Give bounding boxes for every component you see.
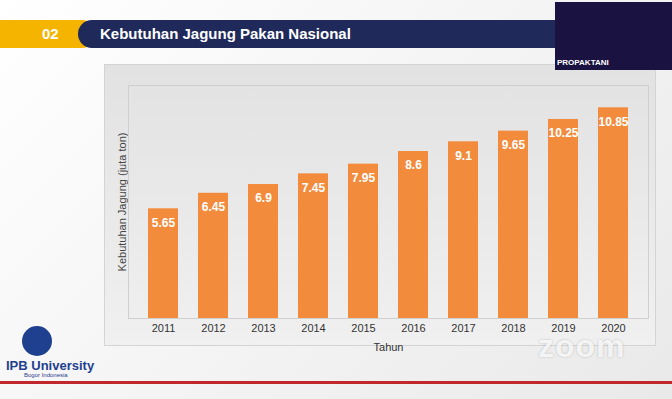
svg-text:Tahun: Tahun — [374, 341, 404, 353]
svg-text:2014: 2014 — [301, 322, 325, 334]
svg-text:10.25: 10.25 — [548, 126, 578, 140]
svg-text:2019: 2019 — [551, 322, 575, 334]
svg-text:2015: 2015 — [351, 322, 375, 334]
svg-text:7.95: 7.95 — [352, 171, 376, 185]
svg-text:2011: 2011 — [152, 322, 176, 334]
svg-text:2012: 2012 — [201, 322, 225, 334]
svg-text:6.45: 6.45 — [202, 200, 226, 214]
svg-text:7.45: 7.45 — [302, 181, 326, 195]
svg-text:2017: 2017 — [451, 322, 475, 334]
svg-text:2013: 2013 — [251, 322, 275, 334]
svg-text:2018: 2018 — [501, 322, 525, 334]
svg-text:8.6: 8.6 — [405, 158, 422, 172]
svg-text:6.9: 6.9 — [255, 191, 272, 205]
svg-text:10.85: 10.85 — [598, 115, 628, 129]
svg-text:5.65: 5.65 — [152, 216, 176, 230]
svg-text:9.1: 9.1 — [455, 149, 472, 163]
svg-text:9.65: 9.65 — [502, 138, 526, 152]
svg-text:2020: 2020 — [601, 322, 625, 334]
svg-text:2016: 2016 — [401, 322, 425, 334]
